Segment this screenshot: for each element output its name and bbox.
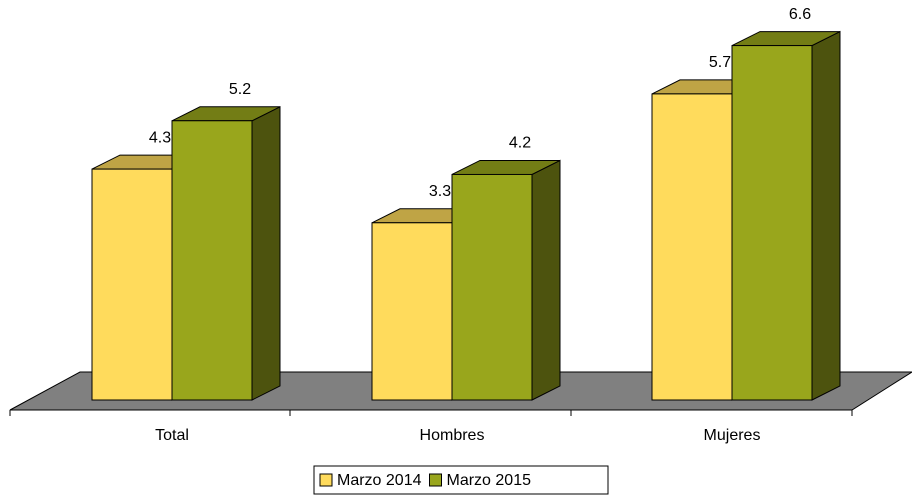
- bar-front: [731, 45, 813, 401]
- bar: [451, 159, 561, 401]
- value-label: 3.3: [429, 183, 451, 200]
- legend-swatch: [429, 473, 442, 487]
- value-label: 5.2: [229, 81, 251, 98]
- legend-label: Marzo 2014: [337, 472, 422, 489]
- bar-front: [651, 93, 733, 401]
- legend: [313, 465, 609, 495]
- legend-label: Marzo 2015: [447, 472, 532, 489]
- x-tick-label: Hombres: [420, 427, 485, 444]
- x-tick-label: Mujeres: [704, 427, 761, 444]
- bar-side: [811, 30, 841, 401]
- bar-side: [251, 105, 281, 401]
- bar: [171, 105, 281, 401]
- value-label: 6.6: [789, 6, 811, 23]
- bar-side: [531, 159, 561, 401]
- bar-front: [371, 222, 453, 401]
- bar: [731, 30, 841, 401]
- legend-swatch: [319, 473, 333, 487]
- value-label: 4.3: [149, 129, 171, 146]
- value-label: 5.7: [709, 54, 731, 71]
- bar-front: [451, 173, 533, 401]
- x-tick-label: Total: [155, 427, 189, 444]
- value-label: 4.2: [509, 135, 531, 152]
- bar-front: [171, 120, 253, 401]
- bar-front: [91, 168, 173, 401]
